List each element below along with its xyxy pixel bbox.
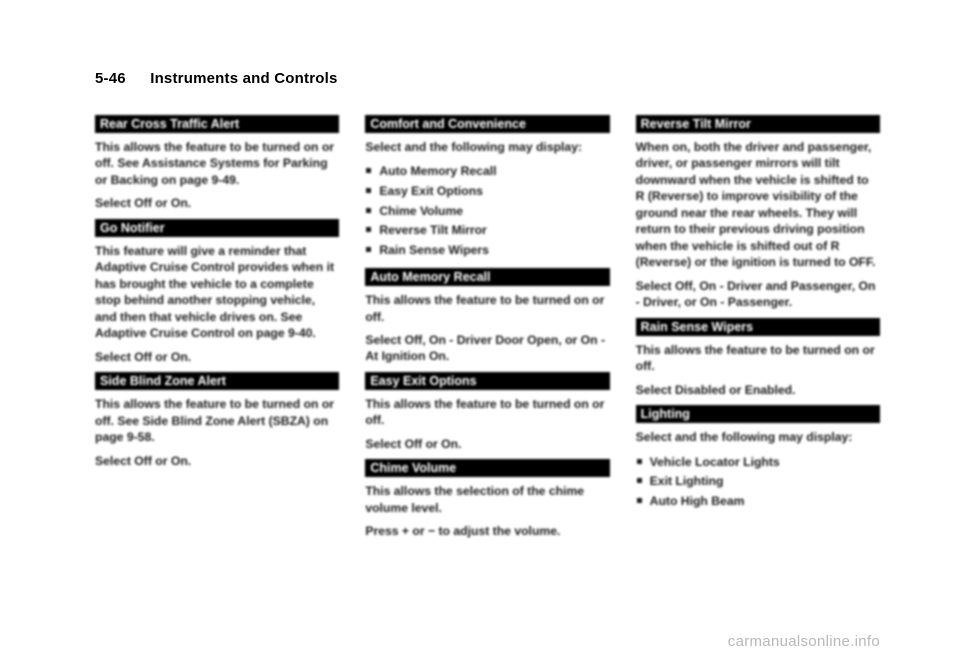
bullet-list: Auto Memory Recall Easy Exit Options Chi… [365,162,609,260]
body-text: Select and the following may display: [636,429,880,445]
list-item: Exit Lighting [636,472,880,492]
column-1: Rear Cross Traffic Alert This allows the… [95,111,339,547]
body-text: This allows the feature to be turned on … [95,396,339,445]
column-2: Comfort and Convenience Select and the f… [365,111,609,547]
page-header: 5-46 Instruments and Controls [95,70,880,87]
section-heading: Lighting [636,405,880,423]
body-text: This allows the selection of the chime v… [365,483,609,516]
column-3: Reverse Tilt Mirror When on, both the dr… [636,111,880,547]
body-text: Select Off or On. [95,195,339,211]
body-text: This allows the feature to be turned on … [95,139,339,188]
chapter-title: Instruments and Controls [150,70,337,87]
section-heading: Chime Volume [365,459,609,477]
manual-page: 5-46 Instruments and Controls Rear Cross… [0,0,960,577]
section-heading: Auto Memory Recall [365,268,609,286]
list-item: Easy Exit Options [365,182,609,202]
section-heading: Reverse Tilt Mirror [636,115,880,133]
body-text: This allows the feature to be turned on … [636,342,880,375]
body-text: This feature will give a reminder that A… [95,243,339,342]
content-columns: Rear Cross Traffic Alert This allows the… [95,111,880,547]
section-heading: Comfort and Convenience [365,115,609,133]
body-text: Select Disabled or Enabled. [636,382,880,398]
body-text: This allows the feature to be turned on … [365,396,609,429]
body-text: When on, both the driver and passenger, … [636,139,880,271]
section-heading: Side Blind Zone Alert [95,372,339,390]
list-item: Reverse Tilt Mirror [365,221,609,241]
body-text: Select Off or On. [95,349,339,365]
body-text: This allows the feature to be turned on … [365,292,609,325]
watermark: carmanualsonline.info [728,633,880,650]
section-heading: Rain Sense Wipers [636,318,880,336]
bullet-list: Vehicle Locator Lights Exit Lighting Aut… [636,453,880,512]
body-text: Select Off, On - Driver Door Open, or On… [365,332,609,365]
page-number: 5-46 [95,70,126,87]
list-item: Vehicle Locator Lights [636,453,880,473]
body-text: Press + or − to adjust the volume. [365,523,609,539]
body-text: Select Off or On. [365,436,609,452]
section-heading: Easy Exit Options [365,372,609,390]
section-heading: Rear Cross Traffic Alert [95,115,339,133]
body-text: Select Off or On. [95,453,339,469]
list-item: Auto Memory Recall [365,162,609,182]
body-text: Select Off, On - Driver and Passenger, O… [636,278,880,311]
body-text: Select and the following may display: [365,139,609,155]
section-heading: Go Notifier [95,219,339,237]
list-item: Auto High Beam [636,492,880,512]
list-item: Rain Sense Wipers [365,241,609,261]
list-item: Chime Volume [365,202,609,222]
